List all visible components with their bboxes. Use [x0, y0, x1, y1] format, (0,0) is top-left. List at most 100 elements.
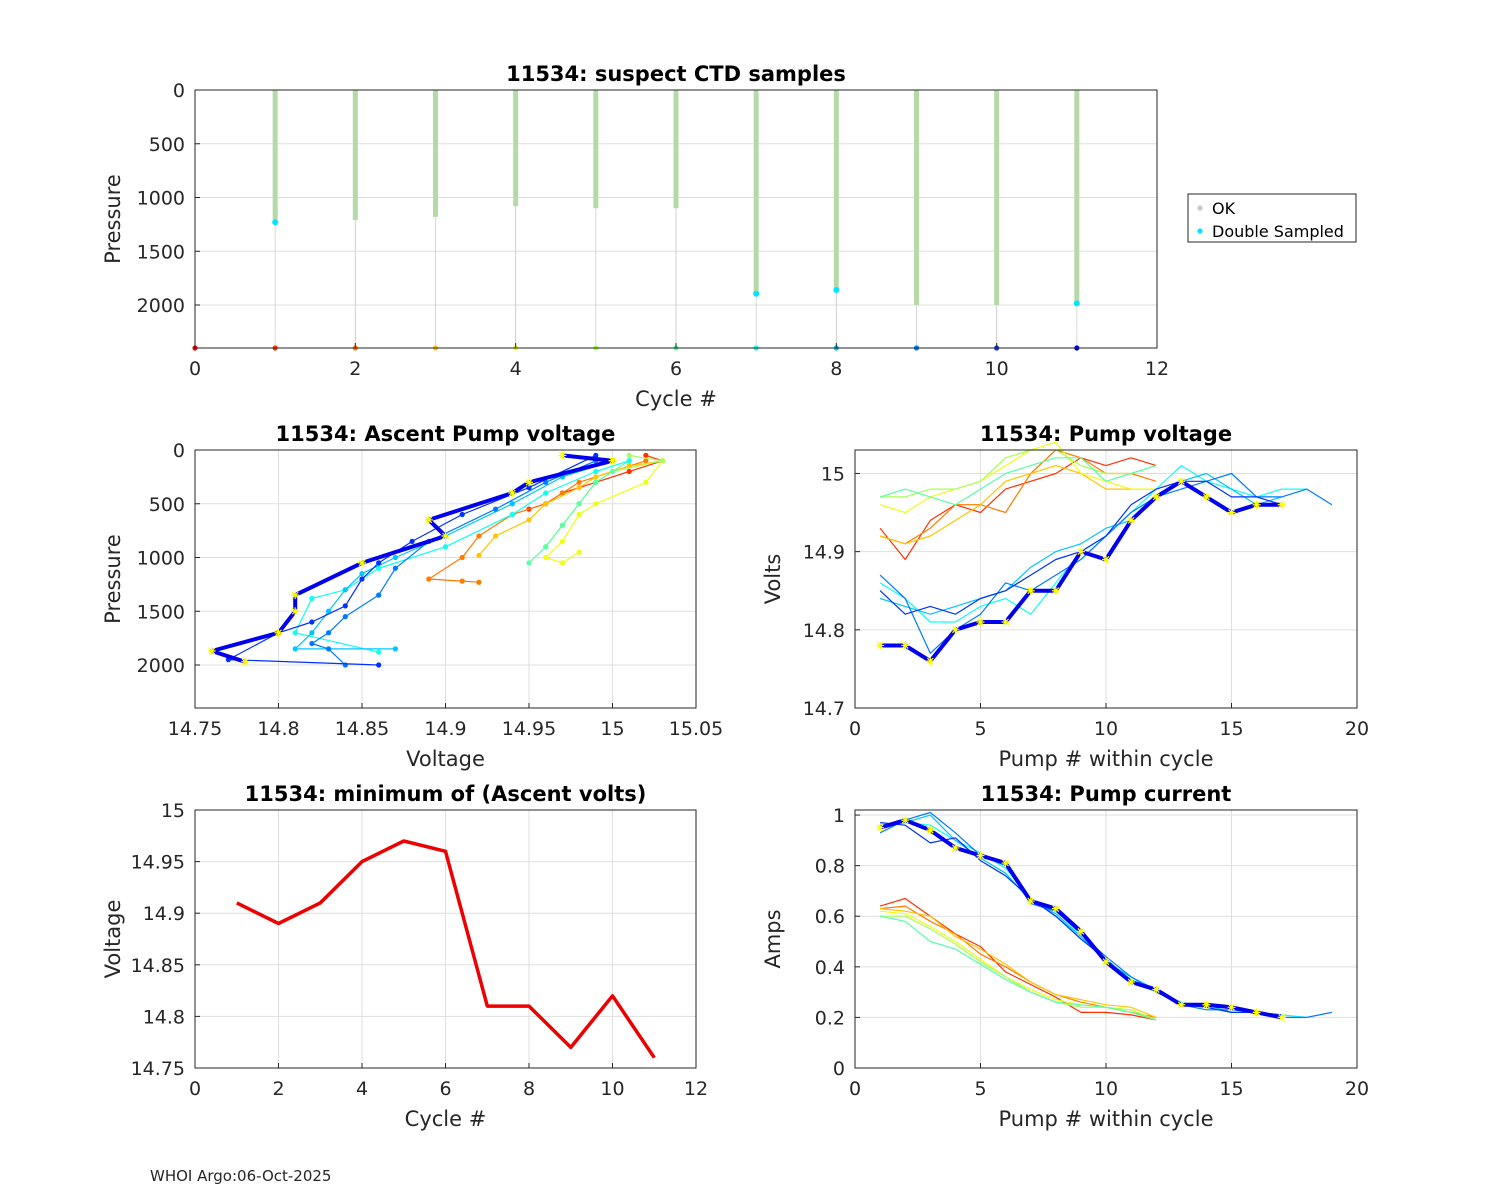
x-axis-label: Voltage [406, 747, 485, 771]
x-tick-label: 15.05 [669, 718, 723, 740]
footer-stamp: WHOI Argo:06-Oct-2025 [150, 1167, 332, 1185]
series-point [376, 592, 382, 598]
y-axis-label: Volts [761, 554, 785, 605]
series-marker [1227, 508, 1236, 517]
y-tick-label: 14.85 [131, 955, 185, 977]
series-point [459, 511, 465, 518]
series-marker [951, 625, 960, 634]
series-marker [1202, 492, 1211, 501]
series-marker [901, 816, 910, 825]
y-tick-label: 0.8 [815, 856, 845, 878]
series-point [576, 511, 582, 518]
legend-box [1187, 193, 1357, 243]
x-tick-label: 2 [272, 1078, 284, 1100]
series-point [543, 490, 549, 496]
series-point [543, 479, 549, 485]
series-marker [1127, 978, 1136, 986]
series-point [359, 576, 365, 582]
chart-pumpi: 0 5 10 15 20 0 0.2 0.4 0.6 0.8 1 11534: Pump curren… [761, 782, 1369, 1131]
y-axis-label: Voltage [101, 900, 125, 979]
series-point [643, 479, 649, 485]
y-axis-label: Pressure [101, 174, 125, 264]
y-tick-label: 0 [173, 440, 185, 462]
series-point [593, 468, 599, 475]
series-marker [525, 478, 533, 487]
series-marker [976, 618, 985, 626]
series-marker [1026, 897, 1035, 906]
series-point [476, 552, 482, 558]
x-tick-label: 14.75 [168, 718, 222, 740]
series-point [392, 554, 398, 561]
series-marker [1001, 618, 1010, 626]
chart-title: 11534: suspect CTD samples [506, 62, 846, 86]
chart-title: 11534: minimum of (Ascent volts) [245, 782, 647, 806]
x-tick-label: 5 [974, 718, 986, 740]
y-tick-label: 0.4 [815, 957, 845, 979]
y-tick-label: 1000 [137, 548, 185, 570]
series-point [593, 501, 599, 507]
series-point [376, 560, 382, 566]
y-tick-label: 14.9 [143, 903, 185, 925]
series-marker [1152, 985, 1161, 994]
series-point [342, 587, 348, 593]
series-marker [358, 558, 366, 567]
series-point [543, 501, 549, 507]
series-marker [1102, 957, 1110, 966]
series-line-cycle-1 [879, 897, 1157, 1021]
axes-layer: 0 5 10 15 20 14.7 14.8 14.9 15 11534: Pump voltag… [761, 422, 1369, 771]
series-point [643, 452, 649, 458]
series-marker [207, 647, 216, 656]
y-axis-label: Pressure [101, 534, 125, 624]
axes-layer: 0 2 4 6 8 10 12 14.75 14.8 14.85 14.9 14.95 15 11534:… [101, 782, 708, 1131]
chart-pumpv: 0 5 10 15 20 14.7 14.8 14.9 15 11534: Pump voltag… [761, 422, 1369, 771]
x-tick-label: 14.85 [335, 718, 389, 740]
x-tick-label: 15 [600, 718, 624, 740]
series-marker [1102, 555, 1110, 564]
y-tick-label: 2000 [137, 295, 185, 317]
series-point [559, 538, 566, 544]
legend-ok-marker [1197, 205, 1203, 211]
x-tick-label: 10 [600, 1078, 624, 1100]
series-marker [1076, 547, 1085, 556]
axes-layer: 14.75 14.8 14.85 14.9 14.95 15 15.05 0 500 1000 15… [101, 422, 723, 771]
series-point [292, 646, 298, 652]
x-tick-label: 14.95 [502, 718, 556, 740]
x-axis-label: Cycle # [405, 1107, 487, 1131]
series-marker [291, 607, 300, 616]
y-tick-label: 15 [821, 463, 845, 485]
series-point [309, 619, 315, 625]
y-tick-label: 500 [149, 494, 185, 516]
series-line-cycle-4 [879, 441, 1157, 514]
series-point [643, 458, 649, 464]
series-marker [1152, 492, 1161, 501]
legend-ok-label: OK [1212, 199, 1236, 218]
legend: OK Double Sampled [1187, 193, 1357, 243]
series-point [609, 468, 616, 475]
x-tick-label: 2 [349, 358, 361, 380]
series-point [626, 452, 632, 458]
series-point [376, 565, 382, 571]
x-tick-label: 0 [189, 358, 201, 380]
chart-suspect: 0 2 4 6 8 10 12 0 500 1000 1500 2000 11534: suspect … [101, 62, 1357, 411]
series-point [459, 554, 465, 561]
x-tick-label: 12 [1145, 358, 1169, 380]
series-marker [976, 851, 985, 860]
series-line-cycle-11 [209, 453, 615, 664]
x-tick-label: 10 [1094, 718, 1118, 740]
series-marker [424, 515, 433, 524]
chart-title: 11534: Pump voltage [980, 422, 1232, 446]
y-tick-label: 2000 [137, 655, 185, 677]
series-marker [441, 532, 450, 540]
series-point [509, 511, 515, 518]
series-line-cycle-3 [880, 908, 1157, 1018]
x-axis-label: Pump # within cycle [999, 747, 1214, 771]
series-point [526, 517, 532, 523]
series-point [376, 649, 382, 655]
series-marker [1227, 1003, 1236, 1012]
y-tick-label: 0 [833, 1058, 845, 1080]
series-marker [1202, 1000, 1211, 1009]
series-marker [1051, 904, 1060, 913]
series-point [326, 646, 332, 652]
series-point [493, 533, 499, 539]
